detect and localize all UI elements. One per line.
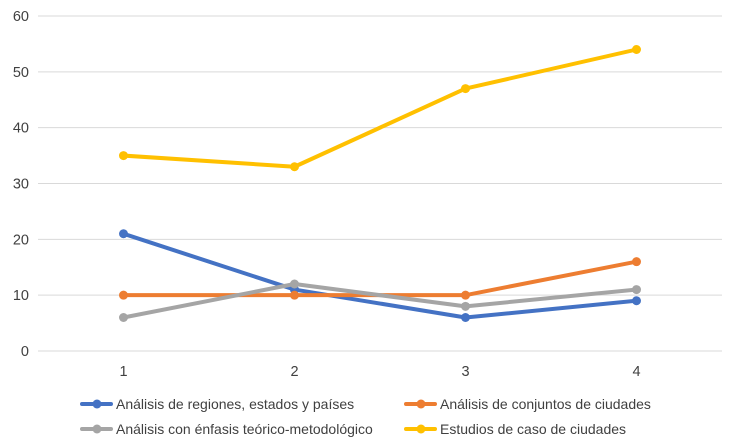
legend-item: Análisis con énfasis teórico-metodológic…: [80, 419, 404, 439]
legend-marker: [404, 399, 437, 409]
data-point: [119, 151, 128, 161]
data-point: [290, 279, 299, 289]
data-point: [290, 290, 299, 300]
legend-label: Análisis con énfasis teórico-metodológic…: [116, 421, 373, 437]
chart-legend: Análisis de regiones, estados y países An…: [80, 394, 729, 439]
y-tick-label: 40: [13, 121, 29, 137]
x-tick-label: 1: [119, 364, 127, 380]
x-tick-label: 3: [461, 364, 469, 380]
y-tick-label: 0: [21, 344, 29, 360]
data-point: [461, 84, 470, 94]
legend-marker-dot: [92, 424, 101, 434]
series-line: [121, 282, 639, 320]
data-point: [461, 313, 470, 322]
legend-marker-dot: [416, 424, 425, 434]
data-point: [290, 162, 299, 172]
data-point: [461, 301, 470, 311]
y-tick-label: 60: [13, 9, 29, 25]
series-line: [121, 47, 639, 169]
data-point: [632, 257, 641, 267]
x-tick-label: 2: [290, 364, 298, 380]
line-chart: 0 10 20 30 40 50 60 1 2 3 4: [13, 9, 722, 380]
series-line: [121, 259, 639, 298]
legend-item: Análisis de regiones, estados y países: [80, 394, 404, 414]
data-point: [632, 45, 641, 54]
data-point: [632, 296, 641, 306]
data-point: [119, 313, 128, 322]
legend-marker: [80, 424, 113, 434]
y-tick-label: 30: [13, 177, 29, 193]
legend-item: Análisis de conjuntos de ciudades: [404, 394, 729, 414]
y-tick-label: 50: [13, 65, 29, 81]
y-tick-label: 10: [13, 288, 29, 304]
series-line: [121, 231, 639, 320]
legend-label: Análisis de regiones, estados y países: [116, 396, 355, 412]
line-chart-figure: 0 10 20 30 40 50 60 1 2 3 4 Análisis de regiones, …: [13, 9, 729, 439]
data-point: [119, 290, 128, 300]
legend-marker: [80, 399, 113, 409]
legend-item: Estudios de caso de ciudades: [404, 419, 729, 439]
legend-marker: [404, 424, 437, 434]
x-tick-label: 4: [632, 364, 640, 380]
legend-marker-dot: [92, 399, 101, 409]
legend-label: Análisis de conjuntos de ciudades: [440, 396, 651, 412]
legend-marker-dot: [416, 399, 425, 409]
legend-label: Estudios de caso de ciudades: [440, 421, 627, 437]
y-tick-label: 20: [13, 232, 29, 248]
data-point: [461, 290, 470, 300]
data-point: [119, 229, 128, 239]
data-point: [632, 285, 641, 295]
